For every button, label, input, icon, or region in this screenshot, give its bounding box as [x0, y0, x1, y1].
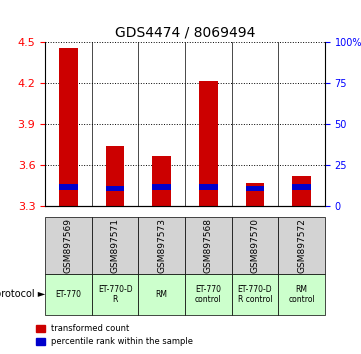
FancyBboxPatch shape: [138, 217, 185, 274]
FancyBboxPatch shape: [92, 274, 138, 315]
Bar: [199, 184, 218, 190]
FancyBboxPatch shape: [232, 217, 278, 274]
Text: RM: RM: [156, 290, 168, 299]
Text: ET-770-D
R control: ET-770-D R control: [238, 285, 272, 304]
Text: RM
control: RM control: [288, 285, 315, 304]
FancyBboxPatch shape: [138, 274, 185, 315]
Text: GSM897572: GSM897572: [297, 218, 306, 273]
Bar: [245, 183, 264, 206]
FancyBboxPatch shape: [232, 274, 278, 315]
FancyBboxPatch shape: [45, 217, 92, 274]
Text: ET-770: ET-770: [56, 290, 82, 299]
Legend: transformed count, percentile rank within the sample: transformed count, percentile rank withi…: [33, 321, 197, 350]
FancyBboxPatch shape: [278, 274, 325, 315]
Text: GSM897570: GSM897570: [251, 218, 260, 273]
FancyBboxPatch shape: [185, 274, 232, 315]
Text: ET-770
control: ET-770 control: [195, 285, 222, 304]
Text: GSM897571: GSM897571: [110, 218, 119, 273]
Text: protocol ►: protocol ►: [0, 289, 45, 299]
Bar: [245, 185, 264, 191]
Bar: [292, 176, 311, 206]
Title: GDS4474 / 8069494: GDS4474 / 8069494: [115, 26, 255, 40]
Bar: [106, 185, 125, 191]
Text: ET-770-D
R: ET-770-D R: [98, 285, 132, 304]
Text: GSM897568: GSM897568: [204, 218, 213, 273]
Bar: [292, 184, 311, 190]
Bar: [152, 184, 171, 190]
Text: GSM897569: GSM897569: [64, 218, 73, 273]
Bar: [59, 184, 78, 190]
FancyBboxPatch shape: [92, 217, 138, 274]
Bar: [152, 156, 171, 206]
FancyBboxPatch shape: [278, 217, 325, 274]
Bar: [59, 48, 78, 206]
Bar: [199, 81, 218, 206]
Text: GSM897573: GSM897573: [157, 218, 166, 273]
FancyBboxPatch shape: [185, 217, 232, 274]
Bar: [106, 146, 125, 206]
FancyBboxPatch shape: [45, 274, 92, 315]
